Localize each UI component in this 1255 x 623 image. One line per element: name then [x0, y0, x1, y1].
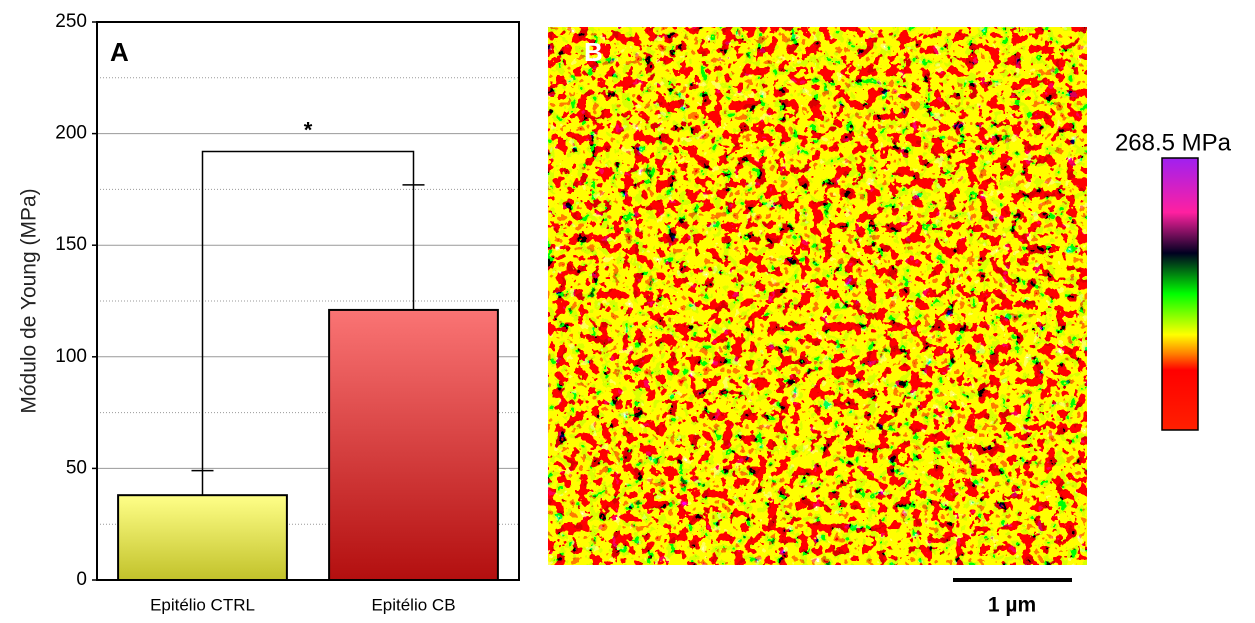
modulus-map [548, 27, 1087, 565]
panel-label: A [110, 37, 129, 67]
y-axis-label: Módulo de Young (MPa) [18, 188, 41, 413]
map-panel: B 268.5 MPa 1 µm [548, 27, 1232, 617]
y-tick-label: 200 [55, 123, 87, 144]
y-tick-label: 50 [66, 457, 87, 478]
x-tick-label: Epitélio CTRL [150, 595, 255, 614]
colorbar-label: 268.5 MPa [1115, 129, 1232, 156]
significance-label: * [304, 117, 313, 142]
x-tick-label: Epitélio CB [371, 595, 455, 614]
bar [118, 495, 287, 580]
colorbar [1162, 158, 1198, 430]
y-tick-label: 150 [55, 234, 87, 255]
y-tick-label: 0 [76, 569, 87, 590]
scale-bar-label: 1 µm [988, 594, 1036, 617]
panel-label: B [584, 37, 603, 67]
bar [329, 310, 498, 580]
y-tick-label: 250 [55, 11, 87, 32]
y-tick-label: 100 [55, 346, 87, 367]
